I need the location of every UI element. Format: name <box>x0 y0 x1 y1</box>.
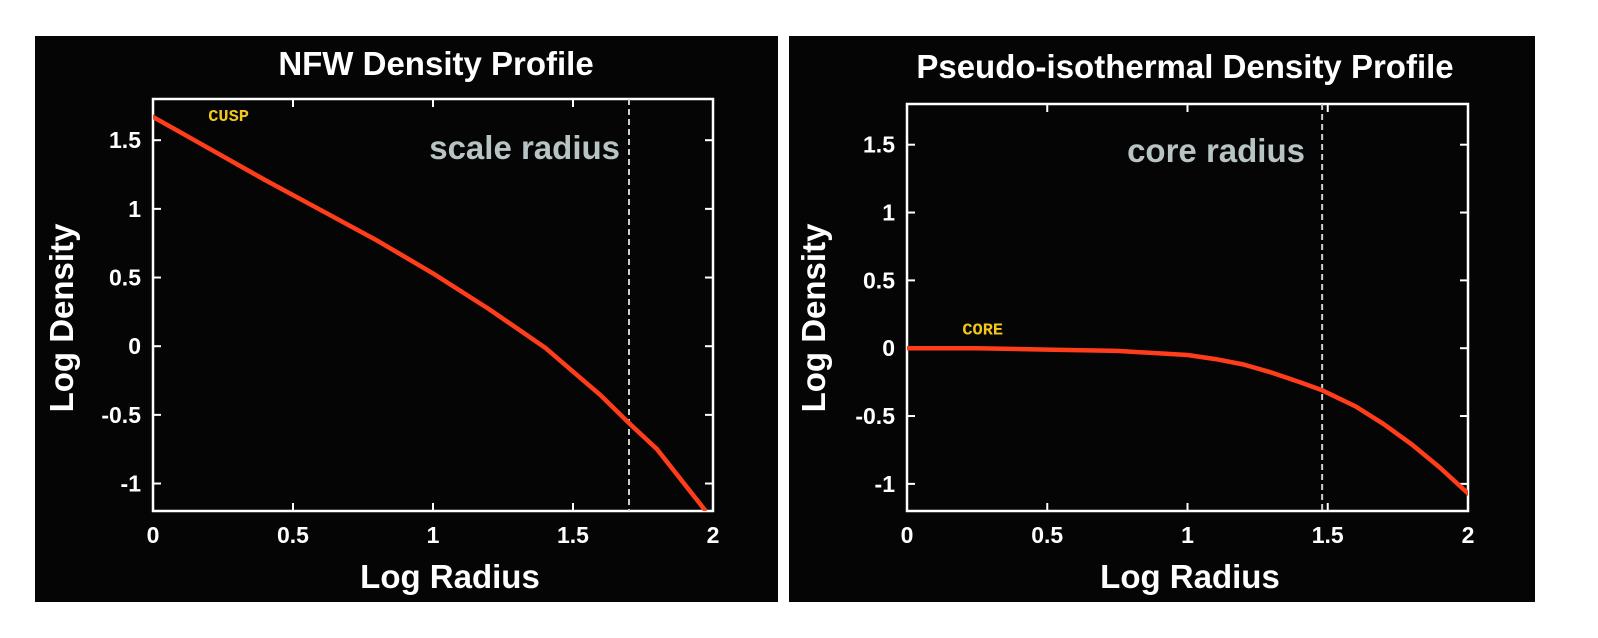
isothermal-y-tick-label: 1 <box>882 200 895 226</box>
nfw-panel-background <box>35 36 778 602</box>
isothermal-panel-background <box>789 36 1535 602</box>
isothermal-x-tick-label: 0 <box>901 522 914 548</box>
isothermal-panel: 0 0.5 1 1.5 2 -1 -0.5 0 0.5 1 1.5 core radius CORE P… <box>789 36 1535 602</box>
isothermal-y-tick-label: 1.5 <box>863 132 895 158</box>
nfw-plot-area: 0 0.5 1 1.5 2 -1 -0.5 0 0.5 1 1.5 scale radius CUSP <box>101 97 720 548</box>
isothermal-x-axis-label: Log Radius <box>1100 558 1280 595</box>
nfw-x-tick-label: 1 <box>427 522 440 548</box>
isothermal-density-curve <box>907 345 1468 496</box>
nfw-y-tick-label: 1.5 <box>109 127 141 153</box>
nfw-y-tick-label: -0.5 <box>101 402 141 428</box>
nfw-point-label: CUSP <box>208 108 249 127</box>
isothermal-x-tick-label: 1 <box>1181 522 1194 548</box>
isothermal-radius-annotation: core radius <box>1127 132 1305 169</box>
nfw-x-axis-label: Log Radius <box>360 558 540 595</box>
nfw-y-axis-label: Log Density <box>43 223 80 412</box>
isothermal-chart-title: Pseudo-isothermal Density Profile <box>916 48 1453 85</box>
isothermal-y-tick-label: 0.5 <box>863 267 895 293</box>
nfw-radius-annotation: scale radius <box>429 129 620 166</box>
isothermal-x-tick-label: 2 <box>1462 522 1475 548</box>
nfw-x-tick-label: 0 <box>147 522 160 548</box>
isothermal-y-axis-label: Log Density <box>795 223 832 412</box>
nfw-x-tick-label: 2 <box>707 522 720 548</box>
isothermal-y-tick-label: -1 <box>875 471 896 497</box>
nfw-density-curve <box>153 114 707 511</box>
nfw-y-tick-label: 0 <box>128 333 141 359</box>
isothermal-plot-area: 0 0.5 1 1.5 2 -1 -0.5 0 0.5 1 1.5 core radius CORE <box>855 102 1475 548</box>
isothermal-y-tick-label: -0.5 <box>855 403 895 429</box>
isothermal-x-tick-label: 1.5 <box>1312 522 1344 548</box>
isothermal-y-tick-label: 0 <box>882 335 895 361</box>
nfw-x-tick-label: 1.5 <box>557 522 589 548</box>
nfw-y-tick-label: 0.5 <box>109 265 141 291</box>
nfw-y-tick-label: 1 <box>128 196 141 222</box>
isothermal-point-label: CORE <box>962 322 1003 341</box>
nfw-chart-title: NFW Density Profile <box>278 45 593 82</box>
nfw-panel: 0 0.5 1 1.5 2-1-0.500.511.5 scale radiusCUSP … <box>35 36 778 602</box>
isothermal-x-tick-label: 0.5 <box>1031 522 1063 548</box>
nfw-x-tick-label: 0.5 <box>277 522 309 548</box>
nfw-y-tick-label: -1 <box>121 471 142 497</box>
